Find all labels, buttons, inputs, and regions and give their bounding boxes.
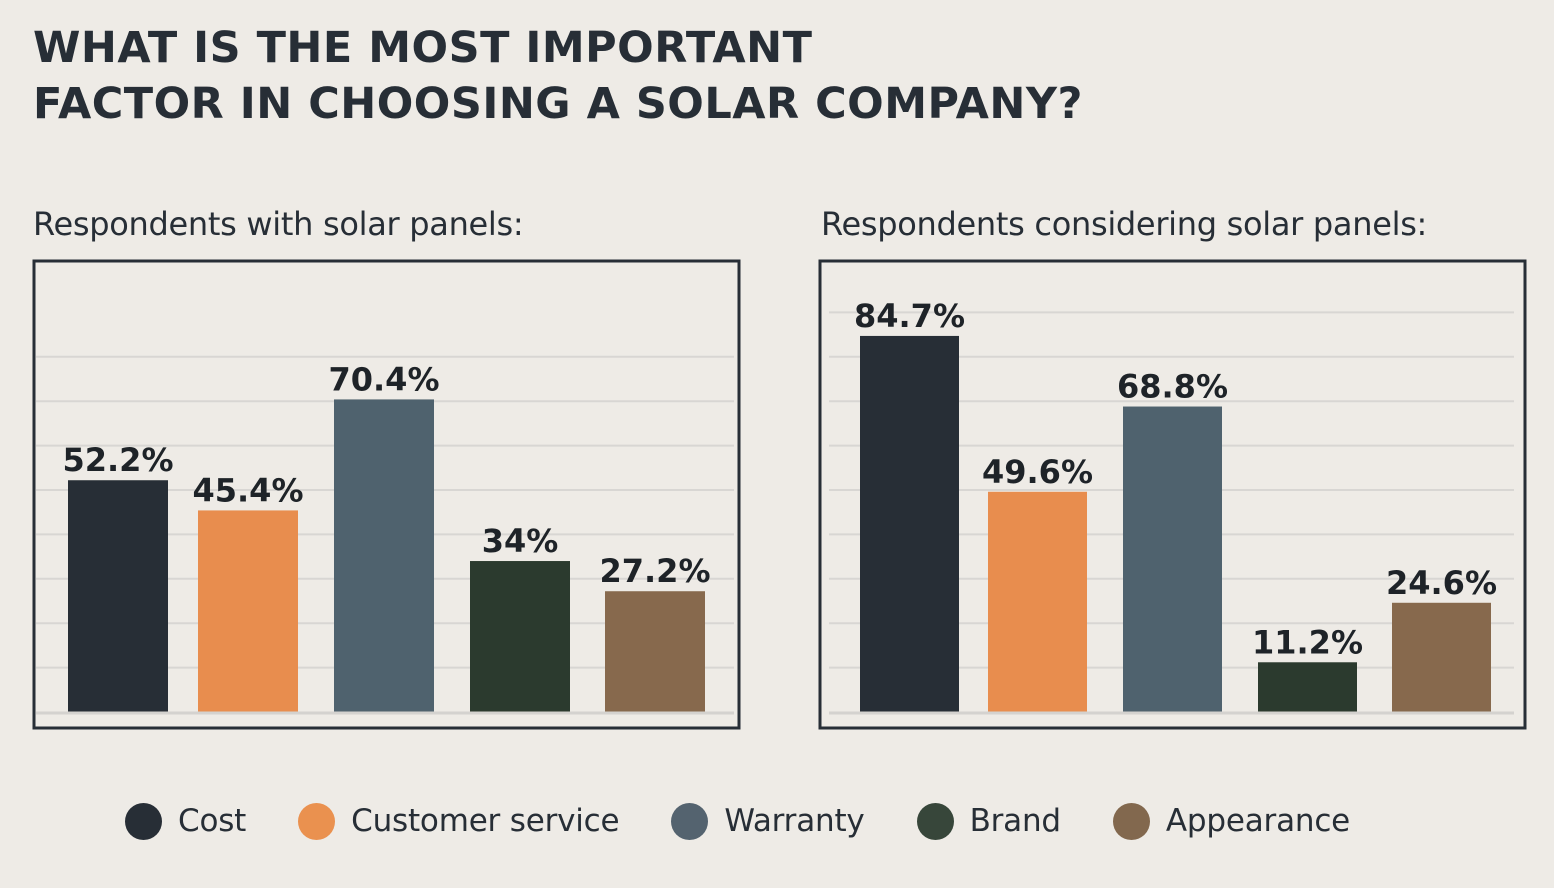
data-label-warranty: 68.8%: [1117, 368, 1228, 406]
bar-brand: [1258, 662, 1357, 712]
legend-label-cost: Cost: [178, 803, 247, 839]
left-chart-subtitle: Respondents with solar panels:: [33, 205, 524, 243]
legend-dot-cost: [125, 802, 162, 840]
legend-dot-appearance: [1112, 802, 1150, 840]
data-label-cost: 52.2%: [62, 441, 173, 479]
legend-dot-brand: [916, 802, 954, 840]
title-line-1: WHAT IS THE MOST IMPORTANT: [33, 23, 813, 73]
bar-warranty: [1123, 406, 1222, 712]
chart-with-solar-panels: 52.2% 45.4% 70.4% 34% 27.2%: [32, 259, 741, 730]
chart-considering-solar-panels: 84.7% 49.6% 68.8% 11.2% 24.6%: [818, 259, 1527, 730]
bar-cost: [860, 335, 959, 712]
data-label-customer-service: 49.6%: [982, 453, 1093, 491]
legend-label-brand: Brand: [969, 803, 1062, 839]
data-label-appearance: 24.6%: [1386, 564, 1497, 602]
legend-label-appearance: Appearance: [1165, 803, 1351, 839]
data-label-appearance: 27.2%: [599, 552, 710, 590]
data-label-customer-service: 45.4%: [192, 471, 303, 509]
legend-dot-warranty: [671, 802, 709, 840]
legend-label-warranty: Warranty: [724, 803, 865, 839]
right-chart-subtitle: Respondents considering solar panels:: [821, 205, 1428, 243]
bar-appearance: [605, 591, 705, 712]
bar-warranty: [334, 399, 434, 712]
bar-customer-service: [198, 510, 298, 712]
legend-item-customer-service: Customer service: [298, 802, 620, 840]
legend-item-cost: Cost: [125, 802, 247, 840]
data-label-brand: 11.2%: [1252, 623, 1363, 661]
legend-item-brand: Brand: [916, 802, 1062, 840]
bar-appearance: [1392, 602, 1491, 712]
chart-frame: [818, 259, 1527, 730]
legend: Cost Customer service Warranty Brand App…: [125, 797, 1402, 845]
chart-frame: [32, 259, 741, 730]
data-label-cost: 84.7%: [854, 297, 965, 335]
data-label-brand: 34%: [482, 522, 559, 560]
legend-dot-customer-service: [298, 802, 336, 840]
legend-label-customer-service: Customer service: [351, 803, 620, 839]
bar-brand: [470, 561, 570, 712]
bar-cost: [68, 480, 168, 712]
chart-title: WHAT IS THE MOST IMPORTANT FACTOR IN CHO…: [33, 20, 1083, 132]
bar-customer-service: [988, 491, 1087, 712]
legend-item-appearance: Appearance: [1112, 802, 1351, 840]
data-label-warranty: 70.4%: [328, 360, 439, 398]
title-line-2: FACTOR IN CHOOSING A SOLAR COMPANY?: [33, 79, 1083, 129]
legend-item-warranty: Warranty: [671, 802, 865, 840]
